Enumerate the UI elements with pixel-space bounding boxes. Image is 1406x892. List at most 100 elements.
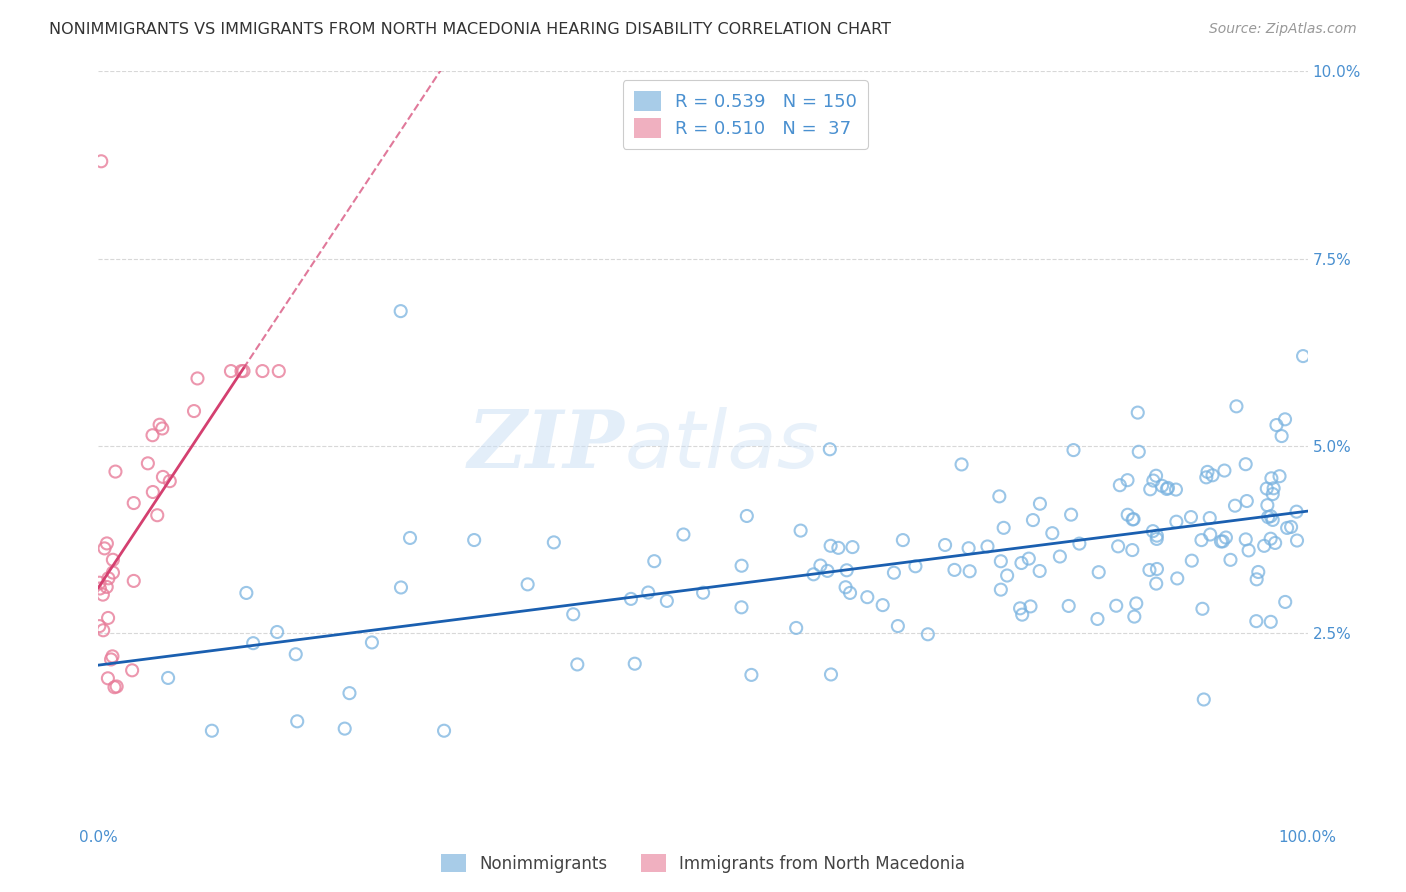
Point bbox=[1191, 601, 1213, 615]
Point bbox=[567, 657, 589, 672]
Point bbox=[785, 621, 807, 635]
Point bbox=[1156, 482, 1178, 496]
Point bbox=[1121, 543, 1143, 558]
Point bbox=[1142, 474, 1164, 488]
Point bbox=[891, 533, 914, 547]
Point bbox=[201, 723, 224, 738]
Point bbox=[959, 564, 981, 578]
Point bbox=[1107, 539, 1129, 553]
Point bbox=[96, 536, 118, 550]
Point bbox=[1292, 349, 1315, 363]
Point bbox=[904, 559, 927, 574]
Point bbox=[97, 671, 120, 685]
Point bbox=[1018, 551, 1040, 566]
Point bbox=[1285, 505, 1308, 519]
Point bbox=[89, 582, 111, 596]
Point bbox=[285, 714, 308, 729]
Point bbox=[1257, 510, 1279, 524]
Point bbox=[104, 465, 127, 479]
Point bbox=[1274, 412, 1296, 426]
Point bbox=[100, 652, 122, 666]
Point bbox=[1146, 529, 1168, 543]
Point bbox=[655, 594, 678, 608]
Point bbox=[1125, 596, 1147, 610]
Point bbox=[1146, 532, 1168, 546]
Point bbox=[1265, 417, 1288, 432]
Point bbox=[433, 723, 456, 738]
Point bbox=[231, 364, 253, 378]
Point bbox=[1213, 464, 1236, 478]
Point bbox=[122, 574, 145, 588]
Point bbox=[993, 521, 1015, 535]
Point bbox=[1011, 607, 1033, 622]
Point bbox=[1274, 595, 1296, 609]
Point bbox=[141, 428, 163, 442]
Point bbox=[142, 485, 165, 500]
Point bbox=[101, 553, 124, 567]
Point bbox=[820, 539, 842, 553]
Point bbox=[266, 625, 288, 640]
Point bbox=[1105, 599, 1128, 613]
Point bbox=[1164, 483, 1187, 497]
Point bbox=[1285, 533, 1308, 548]
Text: Source: ZipAtlas.com: Source: ZipAtlas.com bbox=[1209, 22, 1357, 37]
Point bbox=[121, 663, 143, 677]
Point bbox=[990, 582, 1012, 597]
Point bbox=[1219, 553, 1241, 567]
Point bbox=[789, 524, 811, 538]
Point bbox=[1275, 521, 1298, 535]
Point bbox=[101, 566, 124, 580]
Point bbox=[1087, 612, 1109, 626]
Point bbox=[917, 627, 939, 641]
Point bbox=[150, 421, 173, 435]
Point bbox=[149, 417, 172, 432]
Point bbox=[1142, 524, 1164, 538]
Legend: Nonimmigrants, Immigrants from North Macedonia: Nonimmigrants, Immigrants from North Mac… bbox=[434, 847, 972, 880]
Point bbox=[96, 580, 118, 594]
Point bbox=[817, 564, 839, 578]
Point bbox=[1019, 599, 1042, 614]
Point bbox=[1022, 513, 1045, 527]
Point bbox=[136, 456, 159, 470]
Point bbox=[562, 607, 585, 622]
Point bbox=[1146, 562, 1168, 576]
Point bbox=[1181, 554, 1204, 568]
Point bbox=[101, 649, 124, 664]
Point bbox=[89, 575, 111, 590]
Point bbox=[399, 531, 422, 545]
Point bbox=[90, 154, 112, 169]
Point bbox=[887, 619, 910, 633]
Point bbox=[1116, 508, 1139, 522]
Point bbox=[637, 585, 659, 599]
Point bbox=[1144, 468, 1167, 483]
Point bbox=[1234, 533, 1257, 547]
Point bbox=[186, 371, 208, 385]
Point bbox=[1191, 533, 1213, 548]
Point bbox=[152, 470, 174, 484]
Point bbox=[803, 567, 825, 582]
Point bbox=[1192, 692, 1215, 706]
Point bbox=[957, 541, 980, 556]
Point bbox=[1260, 471, 1282, 485]
Point bbox=[943, 563, 966, 577]
Point bbox=[1263, 481, 1285, 495]
Point bbox=[1166, 515, 1188, 529]
Point bbox=[146, 508, 169, 523]
Point bbox=[1123, 609, 1146, 624]
Point bbox=[1108, 478, 1130, 492]
Point bbox=[1234, 457, 1257, 471]
Point bbox=[91, 588, 114, 602]
Point bbox=[1128, 444, 1150, 458]
Legend: R = 0.539   N = 150, R = 0.510   N =  37: R = 0.539 N = 150, R = 0.510 N = 37 bbox=[623, 80, 868, 149]
Point bbox=[623, 657, 645, 671]
Point bbox=[1237, 543, 1260, 558]
Point bbox=[856, 590, 879, 604]
Point bbox=[1212, 534, 1234, 549]
Point bbox=[1198, 511, 1220, 525]
Point bbox=[1116, 473, 1139, 487]
Point bbox=[267, 364, 290, 378]
Point bbox=[389, 304, 412, 318]
Point bbox=[735, 508, 758, 523]
Point bbox=[988, 489, 1011, 503]
Point bbox=[333, 722, 356, 736]
